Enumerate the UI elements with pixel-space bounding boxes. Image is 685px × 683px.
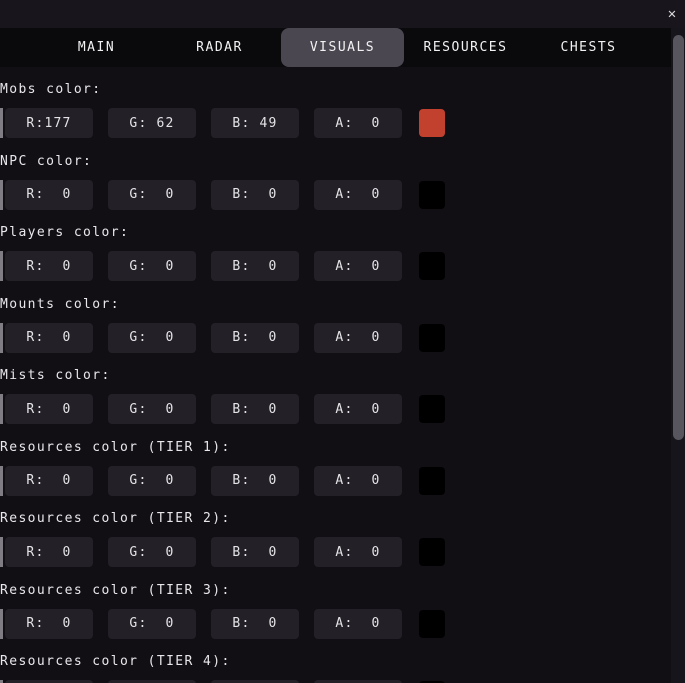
color-input-b[interactable]: B: 0: [211, 608, 299, 639]
rgba-row: R: 0 G: 0 B: 0 A: 0: [0, 680, 685, 683]
color-input-b[interactable]: B: 0: [211, 465, 299, 496]
color-input-g[interactable]: G: 0: [108, 251, 196, 281]
color-input-r[interactable]: R: 0: [5, 608, 93, 639]
color-input-b[interactable]: B: 0: [211, 179, 299, 210]
color-input-b[interactable]: B: 0: [211, 322, 299, 353]
rgba-row: R: 0 G: 0 B: 0 A: 0: [0, 465, 685, 496]
rgba-row: R: 0 G: 0 B: 0 A: 0: [0, 394, 685, 424]
section-label: Players color:: [0, 225, 130, 240]
color-input-r[interactable]: R: 0: [5, 537, 93, 567]
left-edge-notch: [0, 108, 3, 138]
left-edge-notch: [0, 465, 3, 496]
section-label: Mists color:: [0, 368, 111, 383]
rgba-row: R:177 G: 62 B: 49 A: 0: [0, 108, 685, 138]
color-input-g[interactable]: G: 0: [108, 394, 196, 424]
section-label: Mobs color:: [0, 82, 102, 97]
color-swatch[interactable]: [419, 681, 445, 683]
left-edge-notch: [0, 251, 3, 281]
color-section: Players color: R: 0 G: 0 B: 0 A: 0: [0, 225, 685, 281]
color-input-b[interactable]: B: 49: [211, 108, 299, 138]
color-input-a[interactable]: A: 0: [314, 322, 402, 353]
left-edge-notch: [0, 608, 3, 639]
color-swatch[interactable]: [419, 252, 445, 280]
color-section: Resources color (TIER 4): R: 0 G: 0 B: 0…: [0, 654, 685, 683]
color-input-r[interactable]: R: 0: [5, 251, 93, 281]
color-input-a[interactable]: A: 0: [314, 394, 402, 424]
color-section: NPC color: R: 0 G: 0 B: 0 A: 0: [0, 154, 685, 210]
color-swatch[interactable]: [419, 395, 445, 423]
color-input-a[interactable]: A: 0: [314, 179, 402, 210]
color-section: Mists color: R: 0 G: 0 B: 0 A: 0: [0, 368, 685, 424]
section-label: Resources color (TIER 4):: [0, 654, 231, 669]
section-label: Mounts color:: [0, 296, 120, 312]
section-label: Resources color (TIER 1):: [0, 439, 231, 455]
scrollbar-thumb[interactable]: [672, 35, 684, 440]
tab-bar: MAIN RADAR VISUALS RESOURCES CHESTS: [0, 28, 685, 67]
rgba-row: R: 0 G: 0 B: 0 A: 0: [0, 608, 685, 639]
scrollbar-track[interactable]: [671, 28, 685, 683]
color-input-b[interactable]: B: 0: [211, 537, 299, 567]
color-input-r[interactable]: R: 0: [5, 465, 93, 496]
color-input-g[interactable]: G: 0: [108, 537, 196, 567]
color-input-r[interactable]: R: 0: [5, 322, 93, 353]
color-swatch[interactable]: [419, 538, 445, 566]
color-input-g[interactable]: G: 0: [108, 680, 196, 683]
color-swatch[interactable]: [419, 109, 445, 137]
color-input-r[interactable]: R:177: [5, 108, 93, 138]
color-input-a[interactable]: A: 0: [314, 108, 402, 138]
color-input-r[interactable]: R: 0: [5, 179, 93, 210]
left-edge-notch: [0, 680, 3, 683]
color-input-a[interactable]: A: 0: [314, 680, 402, 683]
tab-visuals[interactable]: VISUALS: [281, 28, 404, 67]
section-label: Resources color (TIER 2):: [0, 511, 231, 526]
color-input-a[interactable]: A: 0: [314, 537, 402, 567]
tab-chests[interactable]: CHESTS: [560, 40, 617, 55]
section-label: Resources color (TIER 3):: [0, 582, 231, 598]
color-input-g[interactable]: G: 0: [108, 322, 196, 353]
tab-resources[interactable]: RESOURCES: [423, 40, 508, 55]
color-section: Mounts color: R: 0 G: 0 B: 0 A: 0: [0, 297, 685, 353]
rgba-row: R: 0 G: 0 B: 0 A: 0: [0, 179, 685, 210]
color-input-g[interactable]: G: 0: [108, 465, 196, 496]
color-input-b[interactable]: B: 0: [211, 680, 299, 683]
tab-radar[interactable]: RADAR: [196, 40, 243, 55]
color-input-b[interactable]: B: 0: [211, 251, 299, 281]
color-input-b[interactable]: B: 0: [211, 394, 299, 424]
rgba-row: R: 0 G: 0 B: 0 A: 0: [0, 537, 685, 567]
tab-main[interactable]: MAIN: [77, 40, 116, 55]
color-swatch[interactable]: [419, 609, 445, 638]
color-input-r[interactable]: R: 0: [5, 394, 93, 424]
color-input-a[interactable]: A: 0: [314, 251, 402, 281]
section-label: NPC color:: [0, 153, 93, 169]
titlebar: ✕: [0, 0, 685, 28]
color-swatch[interactable]: [419, 323, 445, 352]
color-input-g[interactable]: G: 0: [108, 179, 196, 210]
left-edge-notch: [0, 394, 3, 424]
color-swatch[interactable]: [419, 466, 445, 495]
color-section: Resources color (TIER 3): R: 0 G: 0 B: 0…: [0, 583, 685, 639]
rgba-row: R: 0 G: 0 B: 0 A: 0: [0, 251, 685, 281]
left-edge-notch: [0, 179, 3, 210]
color-input-a[interactable]: A: 0: [314, 608, 402, 639]
color-input-g[interactable]: G: 62: [108, 108, 196, 138]
color-swatch[interactable]: [419, 180, 445, 209]
color-section: Resources color (TIER 2): R: 0 G: 0 B: 0…: [0, 511, 685, 567]
rgba-row: R: 0 G: 0 B: 0 A: 0: [0, 322, 685, 353]
color-input-a[interactable]: A: 0: [314, 465, 402, 496]
left-edge-notch: [0, 322, 3, 353]
sections: Mobs color: R:177 G: 62 B: 49 A: 0 NPC c…: [0, 67, 685, 683]
color-input-g[interactable]: G: 0: [108, 608, 196, 639]
color-section: Mobs color: R:177 G: 62 B: 49 A: 0: [0, 82, 685, 138]
color-input-r[interactable]: R: 0: [5, 680, 93, 683]
close-icon[interactable]: ✕: [667, 6, 677, 22]
left-edge-notch: [0, 537, 3, 567]
color-section: Resources color (TIER 1): R: 0 G: 0 B: 0…: [0, 440, 685, 496]
